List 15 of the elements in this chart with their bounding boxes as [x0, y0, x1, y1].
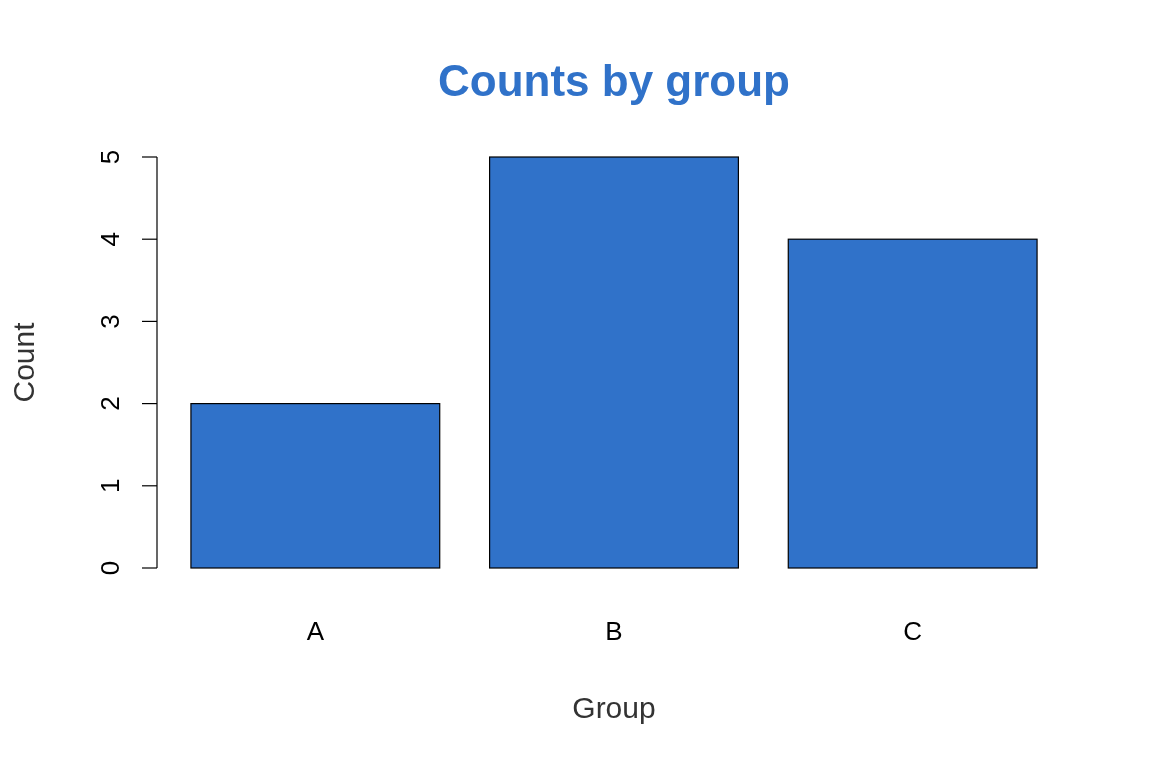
- bar: [787, 238, 1038, 569]
- bar: [489, 156, 739, 569]
- x-tick-label: C: [903, 616, 923, 646]
- y-axis-title: Count: [7, 321, 40, 403]
- y-tick-label: 4: [95, 231, 125, 247]
- y-tick-label: 0: [95, 560, 125, 576]
- bar: [190, 403, 441, 569]
- x-tick-label: B: [605, 616, 623, 646]
- y-tick-label: 5: [95, 149, 125, 165]
- x-axis-title: Group: [572, 691, 656, 724]
- y-tick-label: 1: [95, 478, 125, 494]
- chart-title: Counts by group: [438, 56, 790, 105]
- x-tick-label: A: [306, 616, 325, 646]
- y-tick-label: 3: [95, 314, 125, 329]
- y-tick-label: 2: [95, 396, 125, 411]
